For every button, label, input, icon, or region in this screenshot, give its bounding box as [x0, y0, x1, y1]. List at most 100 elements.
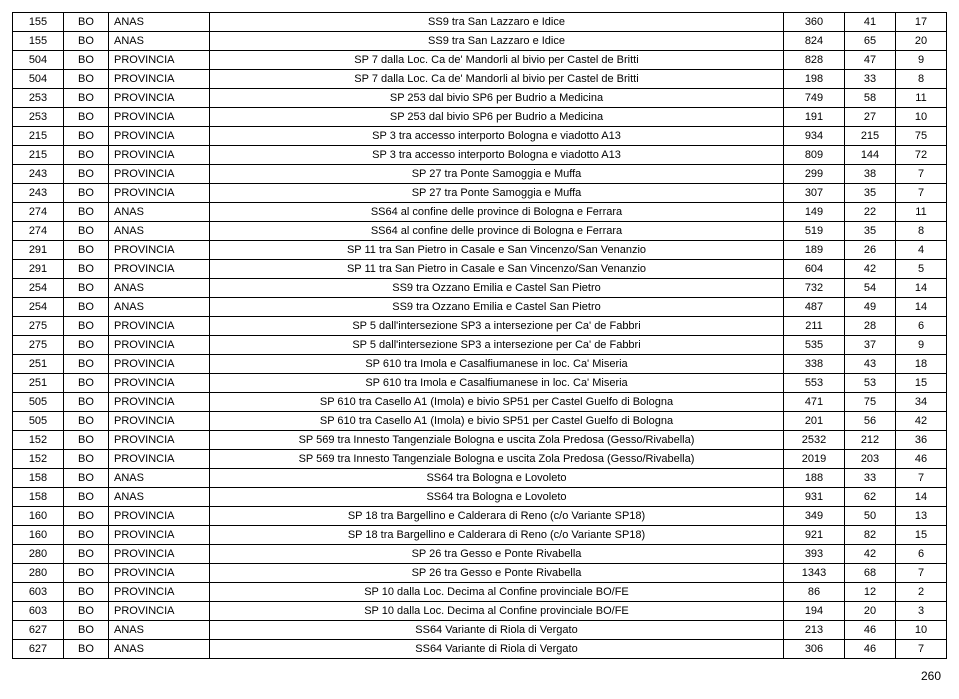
cell: BO [64, 583, 109, 602]
cell: 7 [896, 564, 947, 583]
cell: ANAS [109, 203, 210, 222]
cell: PROVINCIA [109, 507, 210, 526]
cell: 33 [845, 469, 896, 488]
cell: 3 [896, 602, 947, 621]
cell: PROVINCIA [109, 51, 210, 70]
cell: BO [64, 108, 109, 127]
cell: SS64 Variante di Riola di Vergato [210, 621, 784, 640]
table-row: 152BOPROVINCIASP 569 tra Innesto Tangenz… [13, 450, 947, 469]
cell: 160 [13, 526, 64, 545]
cell: BO [64, 355, 109, 374]
cell: 809 [784, 146, 845, 165]
cell: 38 [845, 165, 896, 184]
cell: PROVINCIA [109, 431, 210, 450]
cell: 22 [845, 203, 896, 222]
cell: 26 [845, 241, 896, 260]
page-number: 260 [12, 669, 947, 683]
cell: 275 [13, 317, 64, 336]
cell: 15 [896, 374, 947, 393]
table-row: 504BOPROVINCIASP 7 dalla Loc. Ca de' Man… [13, 51, 947, 70]
cell: SP 3 tra accesso interporto Bologna e vi… [210, 146, 784, 165]
cell: BO [64, 336, 109, 355]
table-row: 280BOPROVINCIASP 26 tra Gesso e Ponte Ri… [13, 564, 947, 583]
cell: ANAS [109, 640, 210, 659]
cell: 215 [845, 127, 896, 146]
table-row: 505BOPROVINCIASP 610 tra Casello A1 (Imo… [13, 412, 947, 431]
cell: 824 [784, 32, 845, 51]
cell: 42 [845, 545, 896, 564]
cell: 56 [845, 412, 896, 431]
cell: BO [64, 203, 109, 222]
cell: SP 253 dal bivio SP6 per Budrio a Medici… [210, 89, 784, 108]
table-row: 603BOPROVINCIASP 10 dalla Loc. Decima al… [13, 602, 947, 621]
cell: 10 [896, 108, 947, 127]
cell: SP 18 tra Bargellino e Calderara di Reno… [210, 507, 784, 526]
cell: 28 [845, 317, 896, 336]
cell: PROVINCIA [109, 165, 210, 184]
cell: 360 [784, 13, 845, 32]
table-row: 274BOANASSS64 al confine delle province … [13, 222, 947, 241]
cell: BO [64, 13, 109, 32]
cell: 189 [784, 241, 845, 260]
cell: 158 [13, 469, 64, 488]
cell: 505 [13, 393, 64, 412]
cell: 14 [896, 488, 947, 507]
cell: SS64 tra Bologna e Lovoleto [210, 469, 784, 488]
cell: 155 [13, 32, 64, 51]
cell: SP 27 tra Ponte Samoggia e Muffa [210, 184, 784, 203]
cell: 604 [784, 260, 845, 279]
cell: 35 [845, 222, 896, 241]
cell: 215 [13, 127, 64, 146]
cell: 50 [845, 507, 896, 526]
cell: 14 [896, 279, 947, 298]
cell: SP 7 dalla Loc. Ca de' Mandorli al bivio… [210, 51, 784, 70]
cell: PROVINCIA [109, 89, 210, 108]
cell: 280 [13, 545, 64, 564]
cell: 504 [13, 70, 64, 89]
cell: 291 [13, 260, 64, 279]
cell: 535 [784, 336, 845, 355]
cell: BO [64, 279, 109, 298]
cell: ANAS [109, 13, 210, 32]
cell: BO [64, 564, 109, 583]
cell: 275 [13, 336, 64, 355]
cell: BO [64, 431, 109, 450]
cell: SP 5 dall'intersezione SP3 a intersezion… [210, 317, 784, 336]
cell: ANAS [109, 279, 210, 298]
cell: BO [64, 621, 109, 640]
cell: PROVINCIA [109, 355, 210, 374]
cell: 68 [845, 564, 896, 583]
cell: SP 610 tra Imola e Casalfiumanese in loc… [210, 374, 784, 393]
cell: 2532 [784, 431, 845, 450]
cell: BO [64, 602, 109, 621]
table-row: 243BOPROVINCIASP 27 tra Ponte Samoggia e… [13, 184, 947, 203]
table-row: 155BOANASSS9 tra San Lazzaro e Idice8246… [13, 32, 947, 51]
cell: BO [64, 260, 109, 279]
table-row: 253BOPROVINCIASP 253 dal bivio SP6 per B… [13, 89, 947, 108]
table-row: 603BOPROVINCIASP 10 dalla Loc. Decima al… [13, 583, 947, 602]
cell: 7 [896, 184, 947, 203]
cell: BO [64, 241, 109, 260]
cell: SP 5 dall'intersezione SP3 a intersezion… [210, 336, 784, 355]
table-row: 627BOANASSS64 Variante di Riola di Verga… [13, 640, 947, 659]
cell: ANAS [109, 222, 210, 241]
table-row: 152BOPROVINCIASP 569 tra Innesto Tangenz… [13, 431, 947, 450]
cell: 155 [13, 13, 64, 32]
cell: 9 [896, 51, 947, 70]
cell: SP 26 tra Gesso e Ponte Rivabella [210, 564, 784, 583]
cell: 35 [845, 184, 896, 203]
cell: PROVINCIA [109, 526, 210, 545]
cell: SS64 tra Bologna e Lovoleto [210, 488, 784, 507]
cell: 487 [784, 298, 845, 317]
cell: PROVINCIA [109, 564, 210, 583]
cell: SP 11 tra San Pietro in Casale e San Vin… [210, 241, 784, 260]
cell: 732 [784, 279, 845, 298]
cell: 9 [896, 336, 947, 355]
cell: 42 [845, 260, 896, 279]
cell: BO [64, 127, 109, 146]
cell: BO [64, 412, 109, 431]
cell: 49 [845, 298, 896, 317]
cell: 152 [13, 431, 64, 450]
cell: SP 11 tra San Pietro in Casale e San Vin… [210, 260, 784, 279]
table-row: 291BOPROVINCIASP 11 tra San Pietro in Ca… [13, 260, 947, 279]
